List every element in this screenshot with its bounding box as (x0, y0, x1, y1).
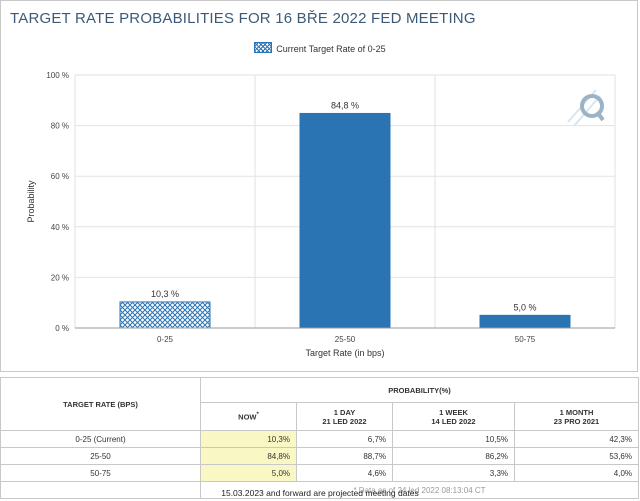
bar-chart: 0 % 20 % 40 % 60 % 80 % 100 % 10,3 % 0-25 84,8 … (26, 71, 616, 358)
data-label: 5,0 % (513, 302, 536, 312)
col-1month-header: 1 MONTH 23 PRO 2021 (514, 402, 639, 431)
table-row: 0-25 (Current) 10,3% 6,7% 10,5% 42,3% (0, 430, 639, 448)
cell-1day: 6,7% (296, 430, 393, 448)
y-tick-label: 100 % (46, 71, 69, 80)
cell-1month: 4,0% (514, 464, 639, 482)
y-tick-label: 0 % (55, 324, 69, 333)
x-tick-label: 25-50 (335, 335, 356, 344)
cell-1month: 53,6% (514, 447, 639, 465)
footer-note: 15.03.2023 and forward are projected mee… (221, 488, 419, 498)
chart-title: TARGET RATE PROBABILITIES FOR 16 BŘE 202… (10, 10, 476, 27)
col-1day-header: 1 DAY 21 LED 2022 (296, 402, 393, 431)
table-row: 25-50 84,8% 88,7% 86,2% 53,6% (0, 447, 639, 465)
legend-hatched-swatch (254, 42, 273, 53)
legend[interactable]: Current Target Rate of 0-25 (0, 42, 640, 54)
y-tick-label: 40 % (51, 223, 69, 232)
y-axis-title: Probability (26, 180, 36, 223)
note-spacer (0, 481, 201, 499)
legend-label: Current Target Rate of 0-25 (276, 44, 386, 54)
y-tick-label: 80 % (51, 122, 69, 131)
data-timestamp-note: * Data as of 24 led 2022 08:13:04 CT (200, 481, 639, 499)
bar-25-50[interactable] (299, 112, 391, 329)
data-label: 10,3 % (151, 289, 179, 299)
y-tick-label: 60 % (51, 172, 69, 181)
x-tick-label: 50-75 (515, 335, 536, 344)
bar-50-75[interactable] (479, 314, 571, 329)
cell-now: 84,8% (200, 447, 297, 465)
row-label: 25-50 (0, 447, 201, 465)
row-label: 50-75 (0, 464, 201, 482)
probability-header: PROBABILITY(%) (200, 377, 639, 403)
cell-1week: 3,3% (392, 464, 515, 482)
bar-0-25[interactable] (119, 301, 211, 329)
cell-1week: 10,5% (392, 430, 515, 448)
target-rate-header: TARGET RATE (BPS) (0, 377, 201, 431)
col-1week-header: 1 WEEK 14 LED 2022 (392, 402, 515, 431)
cell-1month: 42,3% (514, 430, 639, 448)
cell-1week: 86,2% (392, 447, 515, 465)
cell-1day: 4,6% (296, 464, 393, 482)
quikstrike-logo-icon (567, 89, 605, 127)
cell-now: 5,0% (200, 464, 297, 482)
row-label: 0-25 (Current) (0, 430, 201, 448)
y-tick-label: 20 % (51, 273, 69, 282)
table-row: 50-75 5,0% 4,6% 3,3% 4,0% (0, 464, 639, 482)
col-now-header: NOW* (200, 402, 297, 431)
x-axis-title: Target Rate (in bps) (305, 348, 384, 358)
cell-now: 10,3% (200, 430, 297, 448)
x-tick-label: 0-25 (157, 335, 174, 344)
probability-table: TARGET RATE (BPS) PROBABILITY(%) NOW* 1 … (0, 377, 639, 499)
cell-1day: 88,7% (296, 447, 393, 465)
data-label: 84,8 % (331, 100, 359, 110)
